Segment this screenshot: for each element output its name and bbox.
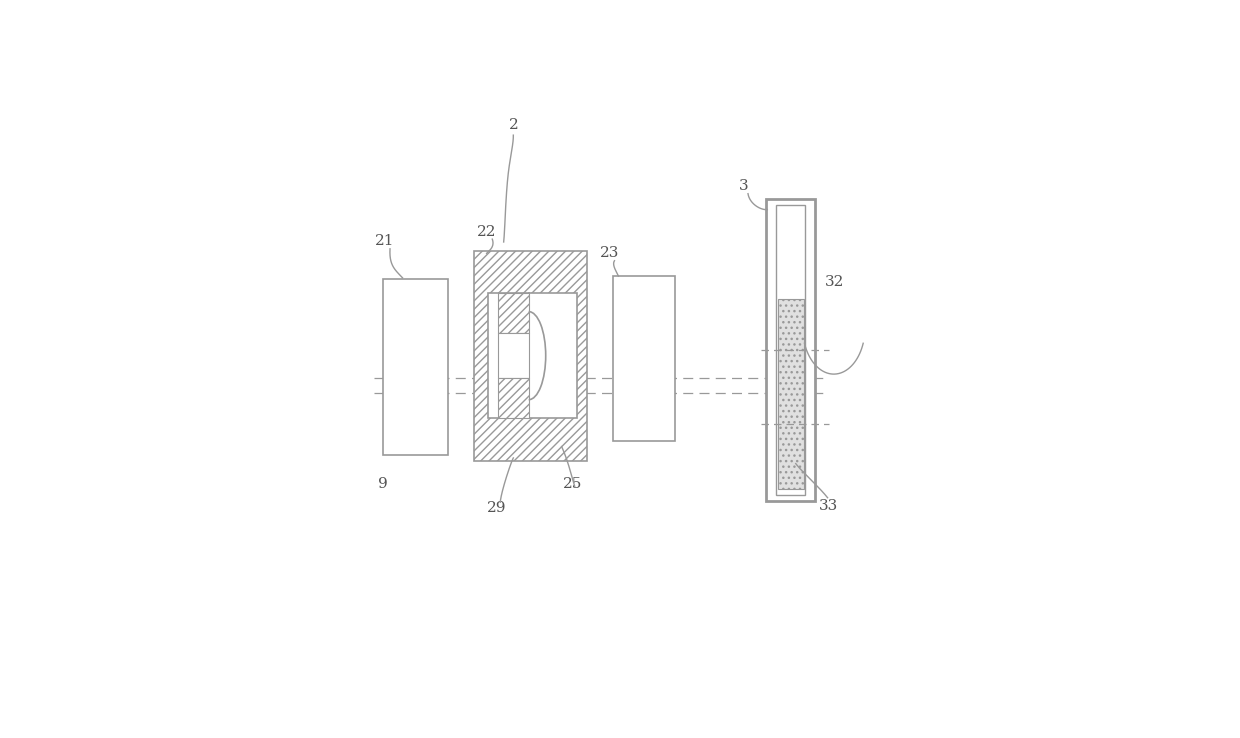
Text: 32: 32	[825, 275, 844, 289]
Text: 2: 2	[508, 119, 518, 133]
Text: 22: 22	[477, 225, 496, 239]
Bar	[777, 299, 804, 489]
Text: 25: 25	[563, 477, 583, 491]
Bar	[766, 199, 815, 500]
Bar	[613, 276, 676, 441]
Text: 9: 9	[378, 477, 387, 491]
Text: 29: 29	[486, 501, 506, 515]
Bar	[474, 250, 588, 461]
Bar	[498, 333, 528, 379]
Bar	[487, 293, 528, 418]
Bar	[776, 205, 805, 495]
Text: 33: 33	[820, 499, 838, 513]
Bar	[528, 293, 577, 418]
Text: 3: 3	[739, 179, 748, 193]
Text: 23: 23	[600, 246, 620, 261]
Bar	[383, 279, 448, 455]
Bar	[498, 293, 528, 333]
Text: 21: 21	[374, 234, 394, 248]
Bar	[498, 379, 528, 418]
